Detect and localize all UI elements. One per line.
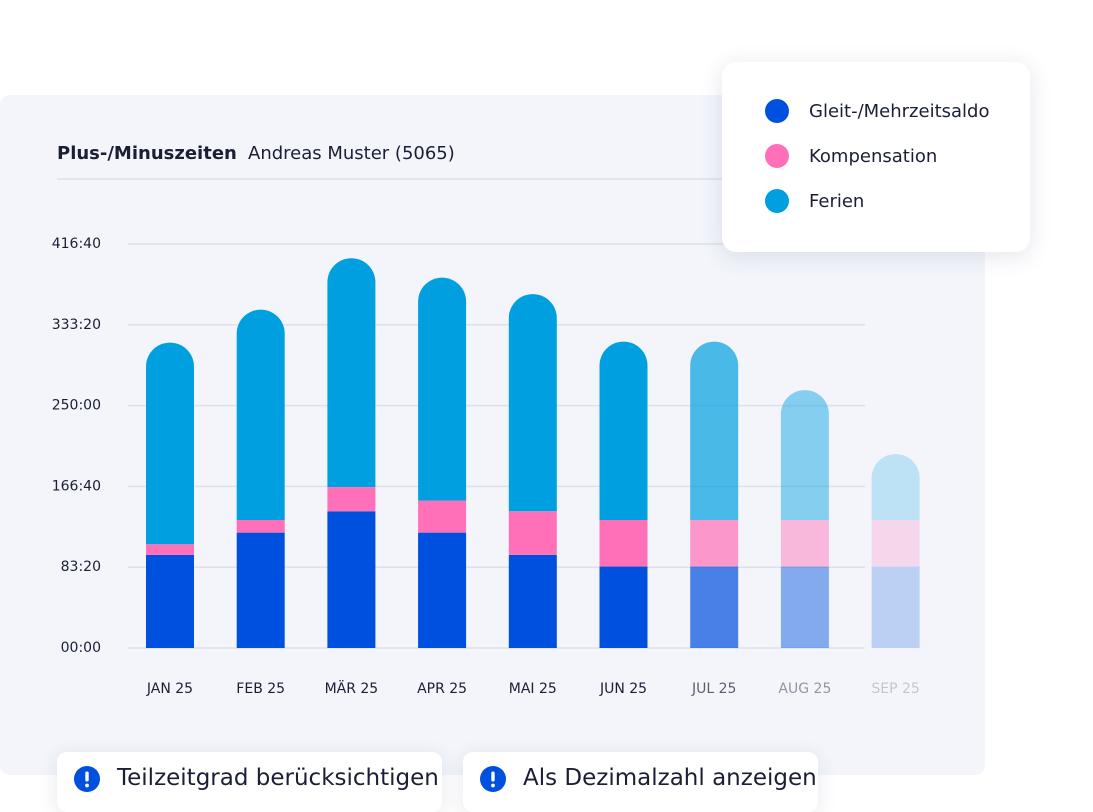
button[interactable]: Teilzeitgrad berücksichtigen [57,752,442,812]
bar-segment [508,294,557,512]
button-label: Teilzeitgrad berücksichtigen [117,765,439,791]
bar-segment [236,532,285,648]
bar-segment [599,566,648,648]
bar-group: MÄR 25 [325,258,379,697]
y-tick-label: 333:20 [52,317,101,333]
bar-segment [146,342,194,545]
x-tick-label: MAI 25 [509,681,557,697]
y-tick-label: 416:40 [52,236,101,252]
info-icon [74,766,100,792]
legend-label: Kompensation [809,145,938,167]
bar-segment [780,390,829,521]
bar-group: MAI 25 [509,294,557,697]
legend-item: Gleit-/Mehrzeitsaldo [765,99,989,123]
button-label: Als Dezimalzahl anzeigen [523,765,817,791]
bar-group: FEB 25 [236,309,285,697]
bar-segment [146,544,194,555]
bar-segment [418,500,467,533]
y-tick-label: 83:20 [61,559,101,575]
y-tick-label: 00:00 [61,640,101,656]
bar-segment [236,520,285,533]
x-tick-label: JUN 25 [599,681,647,697]
bar-segment [599,341,648,521]
bar-group: JAN 25 [146,342,194,697]
legend-swatch [765,144,789,168]
legend: Gleit-/Mehrzeitsaldo Kompensation Ferien [722,62,1030,252]
x-tick-label: JUL 25 [691,681,736,697]
x-tick-label: APR 25 [417,681,467,697]
bar-segment [871,454,920,521]
bar-segment [690,341,739,521]
legend-label: Gleit-/Mehrzeitsaldo [809,100,990,122]
bar-segment [508,554,557,648]
bar-segment [327,511,376,648]
bar-segment [690,566,739,648]
info-icon [480,766,506,792]
bar-segment [871,520,920,567]
bar-segment [690,520,739,567]
bar-segment [327,258,376,488]
x-tick-label: JAN 25 [146,681,193,697]
bar-segment [146,554,194,648]
bar-segment [599,520,648,567]
bar-segment [508,511,557,555]
button[interactable]: Als Dezimalzahl anzeigen [463,752,818,812]
y-tick-label: 250:00 [52,398,101,414]
bar-segment [780,520,829,567]
bar-segment [418,532,467,648]
bar-segment [780,566,829,648]
legend-label: Ferien [809,190,865,212]
legend-item: Ferien [765,189,864,213]
legend-swatch [765,189,789,213]
bar-group: JUL 25 [690,341,739,697]
bar-segment [236,309,285,521]
y-tick-label: 166:40 [52,478,101,494]
bar-group: AUG 25 [778,390,831,697]
x-tick-label: MÄR 25 [325,679,379,697]
bar-group: APR 25 [417,277,467,697]
divider [57,178,722,180]
bar-group: SEP 25 [871,454,920,697]
bar-group: JUN 25 [599,341,648,697]
bar-segment [327,487,376,512]
bar-segment [871,566,920,648]
header-person: Andreas Muster (5065) [248,143,455,164]
x-tick-label: SEP 25 [871,681,919,697]
x-tick-label: AUG 25 [778,681,831,697]
header-title: Plus-/Minuszeiten [57,143,237,164]
x-tick-label: FEB 25 [236,681,285,697]
bar-segment [418,277,467,501]
legend-swatch [765,99,789,123]
legend-item: Kompensation [765,144,937,168]
